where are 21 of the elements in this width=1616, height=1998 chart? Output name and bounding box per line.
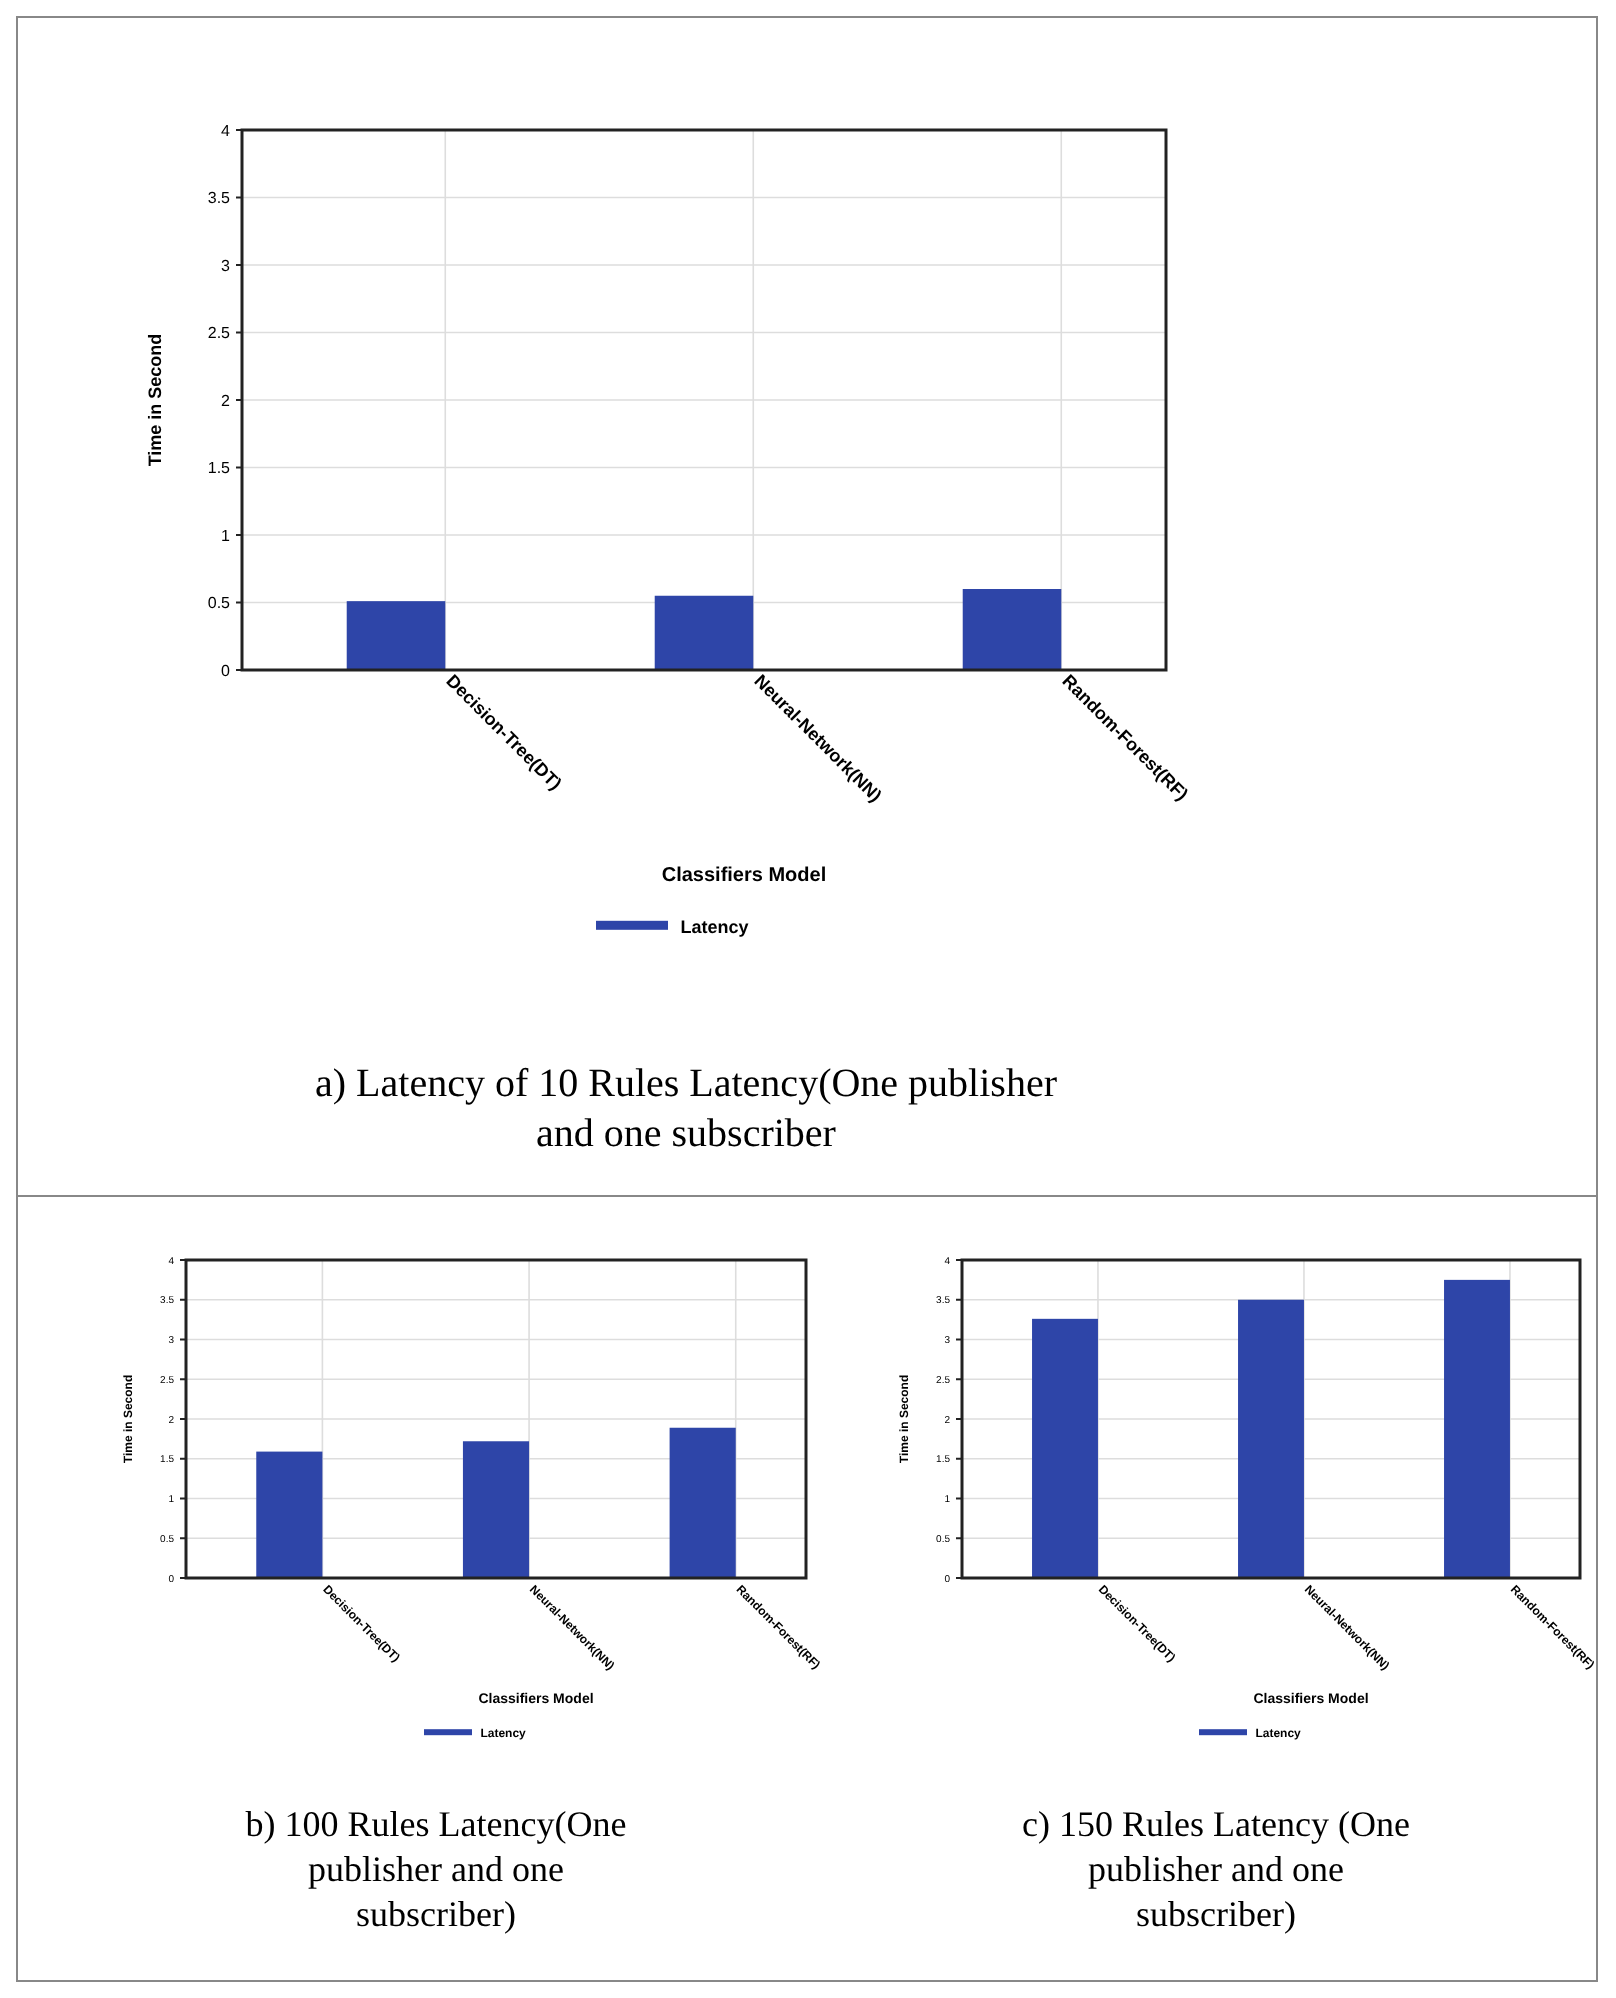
- bar: [256, 1451, 323, 1578]
- y-tick-label: 1: [221, 526, 232, 545]
- y-tick-label: 3: [221, 256, 232, 275]
- text: b) 100 Rules Latency(One publisher and one subscriber): [245, 1804, 627, 1934]
- x-axis-title: Classifiers Model: [661, 865, 827, 888]
- bar: [1032, 1318, 1098, 1578]
- y-tick-label: 0: [221, 661, 232, 680]
- y-tick-label: 0.5: [207, 594, 232, 613]
- text: a) Latency of 10 Rules Latency(One publisher and one subscriber: [315, 1062, 1058, 1156]
- y-tick-label: 4: [221, 121, 232, 140]
- legend-label: Latency: [680, 916, 749, 937]
- bar: [1238, 1299, 1304, 1578]
- y-tick-label: 1.5: [207, 459, 232, 478]
- y-tick-label: 2: [221, 391, 232, 410]
- y-tick-label: 3.5: [207, 189, 232, 208]
- bar: [669, 1427, 736, 1578]
- y-axis-title: Time in Second: [145, 333, 165, 467]
- bar: [1444, 1279, 1510, 1578]
- bar: [462, 1441, 530, 1578]
- y-tick-label: 2.5: [207, 324, 232, 343]
- text: c) 150 Rules Latency (One publisher and one subscriber): [1022, 1804, 1410, 1934]
